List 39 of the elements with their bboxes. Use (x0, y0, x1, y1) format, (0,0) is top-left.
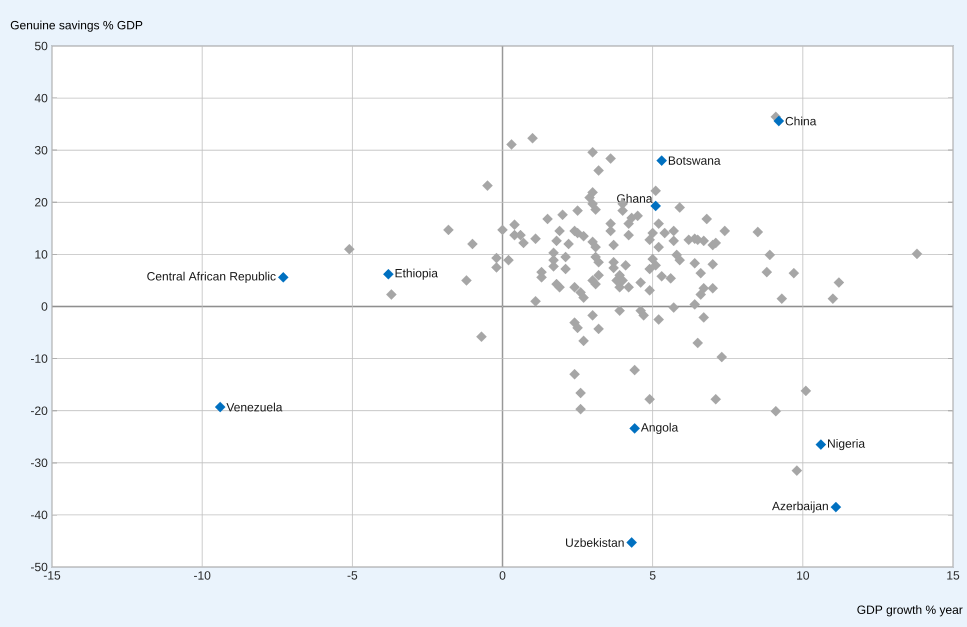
point (816, 439, 826, 450)
annotation: Nigeria (828, 438, 866, 450)
point (214, 402, 226, 412)
annotation: Azerbaijan (772, 501, 828, 513)
annotation: Venezuela (226, 402, 282, 412)
y-tick-label: -20 (30, 406, 48, 415)
x-axis-title: GDP growth % year (857, 605, 963, 616)
point (629, 423, 640, 434)
y-tick-label: 10 (35, 250, 48, 259)
point (656, 155, 667, 166)
y-tick-label: 50 (34, 42, 48, 50)
point (774, 116, 784, 126)
annotation: Angola (640, 422, 678, 434)
annotation: Botswana (668, 156, 721, 165)
y-tick-label: 20 (35, 198, 48, 207)
x-tick-label: 0 (500, 571, 506, 580)
y-tick-label: -30 (30, 458, 48, 468)
x-tick-label: 10 (797, 571, 810, 580)
y-tick-label: 40 (34, 94, 48, 102)
point (383, 268, 394, 280)
y-tick-label: 30 (34, 146, 48, 154)
point (626, 537, 637, 548)
annotation: China (786, 116, 816, 126)
y-axis-title: Genuine savings % GDP (10, 20, 142, 32)
y-tick-label: -10 (30, 354, 48, 363)
x-tick-label: -15 (44, 571, 60, 580)
annotation: Ethiopia (396, 268, 438, 280)
x-tick-label: 5 (650, 571, 656, 580)
x-tick-label: -5 (348, 571, 358, 580)
point (830, 502, 842, 512)
y-tick-label: -40 (30, 510, 48, 520)
annotation: Uzbekistan (566, 538, 624, 547)
point (278, 272, 289, 283)
annotation: Ghana (617, 194, 652, 203)
annotation: Central African Republic (147, 272, 276, 283)
x-tick-label: -10 (194, 571, 210, 580)
x-tick-label: 15 (947, 571, 960, 580)
y-tick-label: -50 (30, 562, 48, 572)
y-tick-label: 0 (42, 302, 48, 311)
